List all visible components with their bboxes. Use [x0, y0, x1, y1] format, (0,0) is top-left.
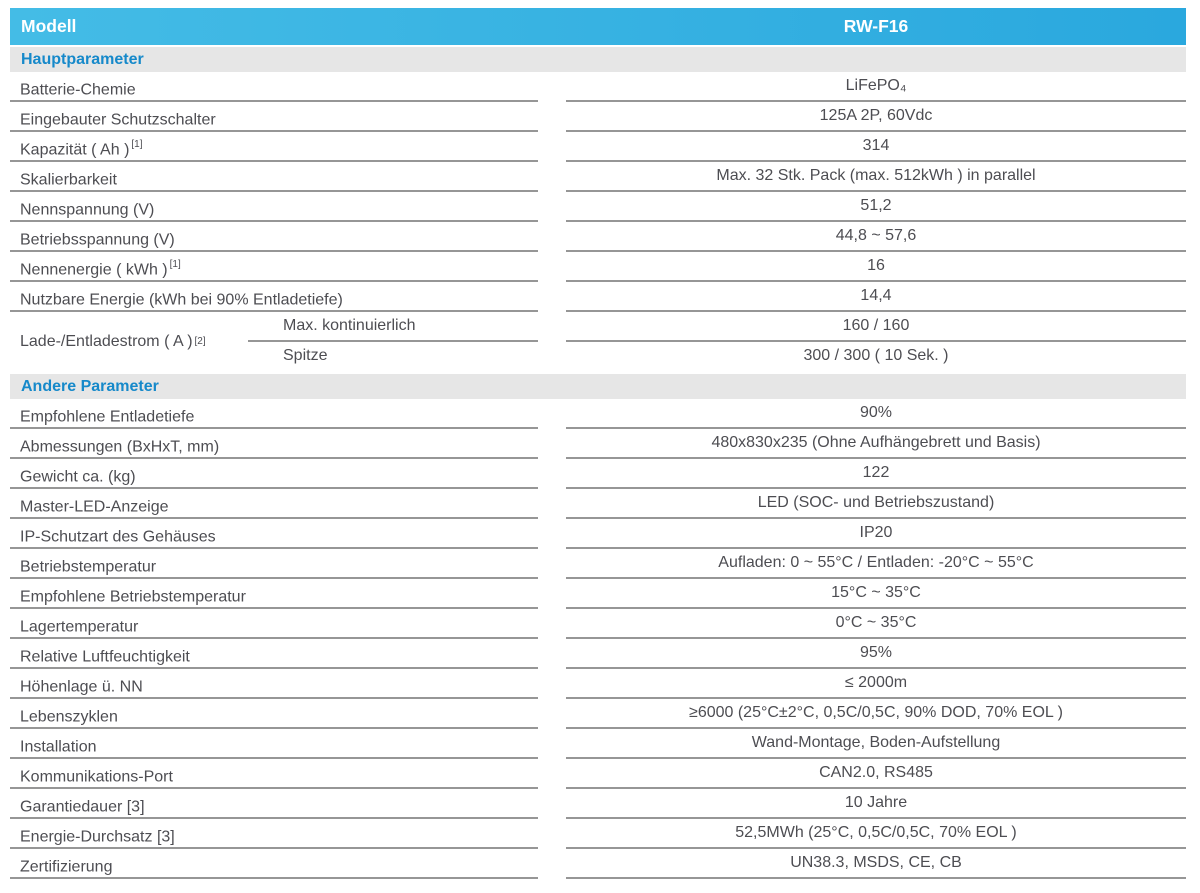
- param-label: Empfohlene Entladetiefe: [10, 399, 538, 429]
- model-value: RW-F16: [843, 16, 909, 36]
- param-value: 90%: [566, 399, 1186, 429]
- table-row: Höhenlage ü. NN ≤ 2000m: [10, 669, 1186, 699]
- table-row: Eingebauter Schutzschalter 125A 2P, 60Vd…: [10, 102, 1186, 132]
- table-row: Zertifizierung UN38.3, MSDS, CE, CB: [10, 849, 1186, 879]
- section-header: Andere Parameter: [10, 374, 1186, 399]
- param-value: 95%: [566, 639, 1186, 669]
- table-body: Hauptparameter Batterie-Chemie LiFePO₄ E…: [10, 47, 1186, 879]
- model-column-label: Modell: [21, 16, 77, 36]
- table-row: Nennenergie ( kWh ) [1] 16: [10, 252, 1186, 282]
- table-row: Kommunikations-Port CAN2.0, RS485: [10, 759, 1186, 789]
- table-row: Garantiedauer [3] 10 Jahre: [10, 789, 1186, 819]
- table-section: Andere Parameter Empfohlene Entladetiefe…: [10, 374, 1186, 879]
- param-label: Betriebsspannung (V): [10, 222, 538, 252]
- param-label: IP-Schutzart des Gehäuses: [10, 519, 538, 549]
- param-value: Aufladen: 0 ~ 55°C / Entladen: -20°C ~ 5…: [566, 549, 1186, 579]
- param-label: Lebenszyklen: [10, 699, 538, 729]
- table-section: Hauptparameter Batterie-Chemie LiFePO₄ E…: [10, 47, 1186, 372]
- param-value: 125A 2P, 60Vdc: [566, 102, 1186, 132]
- section-rows: Empfohlene Entladetiefe 90% Abmessungen …: [10, 399, 1186, 879]
- table-row: Abmessungen (BxHxT, mm) 480x830x235 (Ohn…: [10, 429, 1186, 459]
- table-row: Installation Wand-Montage, Boden-Aufstel…: [10, 729, 1186, 759]
- param-label: Eingebauter Schutzschalter: [10, 102, 538, 132]
- param-label: Zertifizierung: [10, 849, 538, 879]
- table-row: IP-Schutzart des Gehäuses IP20: [10, 519, 1186, 549]
- section-title: Andere Parameter: [21, 377, 159, 395]
- param-label: Relative Luftfeuchtigkeit: [10, 639, 538, 669]
- param-label: Höhenlage ü. NN: [10, 669, 538, 699]
- table-row: Nutzbare Energie (kWh bei 90% Entladetie…: [10, 282, 1186, 312]
- table-row: Nennspannung (V) 51,2: [10, 192, 1186, 222]
- section-rows: Batterie-Chemie LiFePO₄ Eingebauter Schu…: [10, 72, 1186, 372]
- table-header: Modell RW-F16: [10, 8, 1186, 45]
- param-label: Master-LED-Anzeige: [10, 489, 538, 519]
- table-row: Master-LED-Anzeige LED (SOC- und Betrieb…: [10, 489, 1186, 519]
- param-value: CAN2.0, RS485: [566, 759, 1186, 789]
- param-label: Installation: [10, 729, 538, 759]
- param-value: UN38.3, MSDS, CE, CB: [566, 849, 1186, 879]
- param-label: Lade-/Entladestrom ( A ) [2]: [20, 333, 206, 350]
- param-label: Batterie-Chemie: [10, 72, 538, 102]
- param-value: ≥6000 (25°C±2°C, 0,5C/0,5C, 90% DOD, 70%…: [566, 699, 1186, 729]
- sub-param-value: 300 / 300 ( 10 Sek. ): [803, 347, 949, 364]
- table-row: Relative Luftfeuchtigkeit 95%: [10, 639, 1186, 669]
- param-label: Skalierbarkeit: [10, 162, 538, 192]
- param-value: 44,8 ~ 57,6: [566, 222, 1186, 252]
- table-row: Betriebsspannung (V) 44,8 ~ 57,6: [10, 222, 1186, 252]
- param-label: Nutzbare Energie (kWh bei 90% Entladetie…: [10, 282, 538, 312]
- param-label: Abmessungen (BxHxT, mm): [10, 429, 538, 459]
- param-label: Empfohlene Betriebstemperatur: [10, 579, 538, 609]
- section-header: Hauptparameter: [10, 47, 1186, 72]
- sub-param-label: Max. kontinuierlich: [248, 312, 538, 342]
- param-label: Nennenergie ( kWh ) [1]: [10, 252, 538, 282]
- table-row: Empfohlene Entladetiefe 90%: [10, 399, 1186, 429]
- table-row: Kapazität ( Ah ) [1] 314: [10, 132, 1186, 162]
- table-row: Empfohlene Betriebstemperatur 15°C ~ 35°…: [10, 579, 1186, 609]
- table-row: Lagertemperatur 0°C ~ 35°C: [10, 609, 1186, 639]
- sub-param-label: Spitze: [283, 347, 328, 364]
- param-label: Garantiedauer [3]: [10, 789, 538, 819]
- param-value: 15°C ~ 35°C: [566, 579, 1186, 609]
- param-value: 480x830x235 (Ohne Aufhängebrett und Basi…: [566, 429, 1186, 459]
- param-value: Wand-Montage, Boden-Aufstellung: [566, 729, 1186, 759]
- sub-param-value: 160 / 160: [566, 312, 1186, 342]
- table-row: Batterie-Chemie LiFePO₄: [10, 72, 1186, 102]
- param-value: IP20: [566, 519, 1186, 549]
- param-value: 16: [566, 252, 1186, 282]
- param-value: LED (SOC- und Betriebszustand): [566, 489, 1186, 519]
- param-label: Kommunikations-Port: [10, 759, 538, 789]
- table-row: Skalierbarkeit Max. 32 Stk. Pack (max. 5…: [10, 162, 1186, 192]
- table-row: Energie-Durchsatz [3] 52,5MWh (25°C, 0,5…: [10, 819, 1186, 849]
- param-label: Gewicht ca. (kg): [10, 459, 538, 489]
- param-value: LiFePO₄: [566, 72, 1186, 102]
- param-label: Lagertemperatur: [10, 609, 538, 639]
- param-value: 122: [566, 459, 1186, 489]
- param-value: 52,5MWh (25°C, 0,5C/0,5C, 70% EOL ): [566, 819, 1186, 849]
- param-value: 51,2: [566, 192, 1186, 222]
- table-row-combined: Lade-/Entladestrom ( A ) [2] Max. kontinu…: [10, 312, 1186, 372]
- param-label: Nennspannung (V): [10, 192, 538, 222]
- table-row: Betriebstemperatur Aufladen: 0 ~ 55°C / …: [10, 549, 1186, 579]
- param-value: 314: [566, 132, 1186, 162]
- param-value: 0°C ~ 35°C: [566, 609, 1186, 639]
- section-title: Hauptparameter: [21, 50, 144, 68]
- table-row: Gewicht ca. (kg) 122: [10, 459, 1186, 489]
- param-label: Betriebstemperatur: [10, 549, 538, 579]
- table-row: Lebenszyklen ≥6000 (25°C±2°C, 0,5C/0,5C,…: [10, 699, 1186, 729]
- param-value: 10 Jahre: [566, 789, 1186, 819]
- param-label: Energie-Durchsatz [3]: [10, 819, 538, 849]
- param-value: Max. 32 Stk. Pack (max. 512kWh ) in para…: [566, 162, 1186, 192]
- param-value: 14,4: [566, 282, 1186, 312]
- param-value: ≤ 2000m: [566, 669, 1186, 699]
- param-label: Kapazität ( Ah ) [1]: [10, 132, 538, 162]
